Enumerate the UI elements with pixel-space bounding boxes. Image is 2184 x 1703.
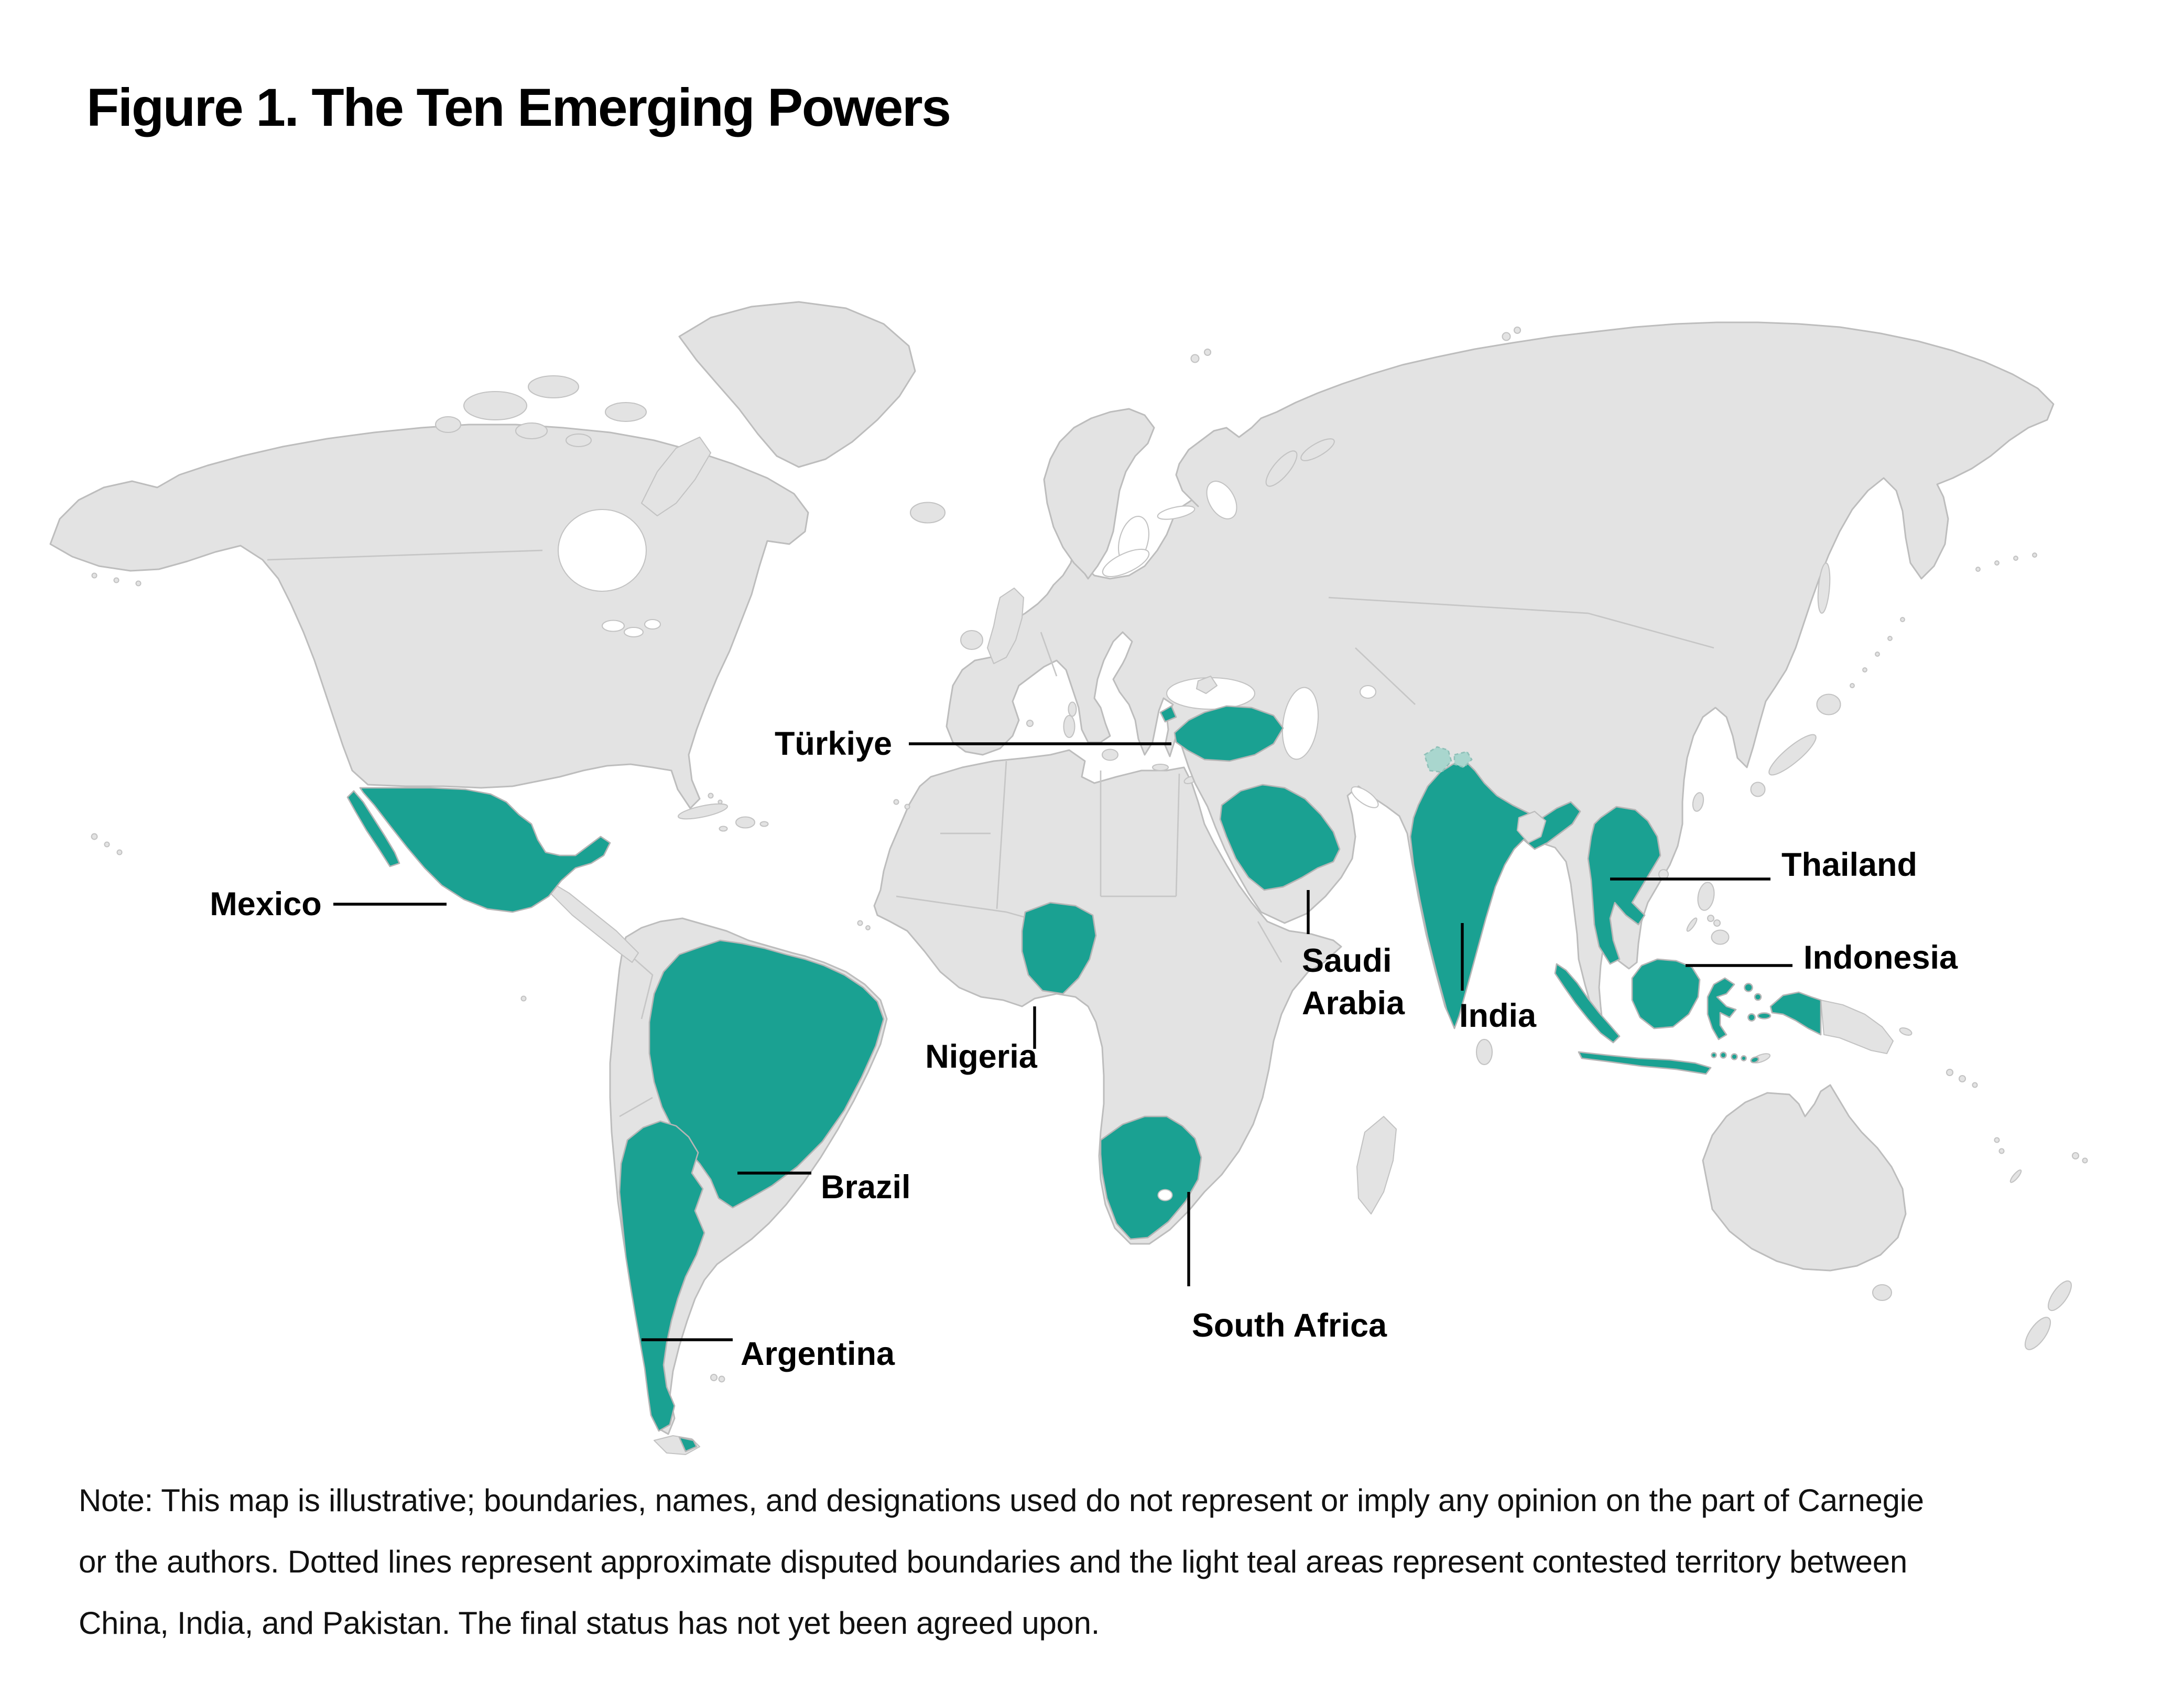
central-america xyxy=(546,883,639,963)
landmass-north-america xyxy=(49,375,809,809)
pacific-islands xyxy=(91,552,2088,1183)
country-south-africa xyxy=(1100,1115,1202,1240)
japan-hokkaido xyxy=(1816,693,1841,715)
iceland xyxy=(909,502,946,524)
indonesia-kalimantan xyxy=(1631,958,1701,1029)
leader-lines xyxy=(333,742,1792,1341)
world-map: Mexico Türkiye Nigeria Saudi Arabia Indi… xyxy=(0,236,2184,1478)
label-nigeria: Nigeria xyxy=(925,1038,1038,1075)
tasmania xyxy=(1872,1284,1893,1301)
crimea xyxy=(1196,675,1218,695)
label-saudi: Saudi xyxy=(1302,942,1392,979)
figure-title: Figure 1. The Ten Emerging Powers xyxy=(86,79,951,138)
country-labels: Mexico Türkiye Nigeria Saudi Arabia Indi… xyxy=(210,725,1958,1372)
country-turkiye-thrace xyxy=(1159,705,1177,723)
sri-lanka xyxy=(1475,1038,1493,1066)
contested-territory-kashmir xyxy=(1424,746,1473,773)
bangladesh-gap xyxy=(1516,810,1547,844)
caspian-sea xyxy=(1281,687,1319,760)
arctic-islands xyxy=(1190,326,1522,487)
label-thailand: Thailand xyxy=(1781,847,1917,883)
label-arabia: Arabia xyxy=(1302,985,1405,1022)
country-argentina-tierra-del-fuego xyxy=(678,1436,698,1452)
figure-note: Note: This map is illustrative; boundari… xyxy=(79,1484,1924,1642)
country-saudi-arabia xyxy=(1219,784,1341,891)
country-mexico-baja xyxy=(346,790,400,867)
label-brazil: Brazil xyxy=(821,1169,911,1206)
country-argentina xyxy=(618,1120,705,1432)
label-turkiye: Türkiye xyxy=(775,725,892,762)
label-indonesia: Indonesia xyxy=(1803,939,1958,976)
japan-kyushu xyxy=(1750,782,1766,797)
world-map-svg: Mexico Türkiye Nigeria Saudi Arabia Indi… xyxy=(49,301,2088,1456)
indonesia-west-papua xyxy=(1769,991,1822,1036)
caribbean-islands xyxy=(677,793,769,832)
landmass-eurasia xyxy=(946,321,2055,1066)
japan-honshu xyxy=(1768,734,1817,776)
british-isles xyxy=(960,587,1025,665)
sakhalin xyxy=(1817,562,1831,614)
taiwan xyxy=(1692,792,1704,812)
scandinavia xyxy=(1043,408,1155,580)
hudson-bay xyxy=(557,508,647,592)
label-india: India xyxy=(1459,997,1537,1034)
baltic-sea xyxy=(1102,548,1150,578)
label-south-africa: South Africa xyxy=(1192,1307,1387,1344)
country-thailand xyxy=(1587,806,1661,965)
country-indonesia xyxy=(1554,958,1822,1075)
landmass-oceania xyxy=(91,552,2088,1350)
lesotho xyxy=(1157,1189,1173,1201)
cuba xyxy=(677,803,729,820)
mediterranean-islands xyxy=(1026,701,1169,772)
country-mexico xyxy=(359,787,611,913)
indonesia-sumatra xyxy=(1554,963,1621,1044)
country-nigeria xyxy=(1021,902,1097,995)
label-mexico: Mexico xyxy=(210,886,322,923)
australia xyxy=(1702,1084,1907,1272)
new-zealand-north xyxy=(2048,1280,2072,1311)
landmass-greenland xyxy=(678,301,946,524)
country-brazil xyxy=(648,939,885,1209)
highlighted-countries xyxy=(346,705,1822,1452)
aral-sea xyxy=(1359,685,1377,699)
persian-gulf xyxy=(1351,786,1379,808)
indonesia-java xyxy=(1578,1051,1712,1075)
label-argentina: Argentina xyxy=(741,1336,895,1372)
philippines xyxy=(1686,882,1730,945)
indonesia-sulawesi xyxy=(1707,977,1737,1040)
east-asia-islands xyxy=(1658,562,1905,880)
new-zealand-south xyxy=(2024,1317,2051,1350)
madagascar xyxy=(1356,1115,1397,1215)
white-sea xyxy=(1206,481,1237,519)
papua-new-guinea xyxy=(1820,999,1894,1055)
country-turkiye xyxy=(1174,705,1284,762)
landmass-africa xyxy=(857,749,1397,1245)
